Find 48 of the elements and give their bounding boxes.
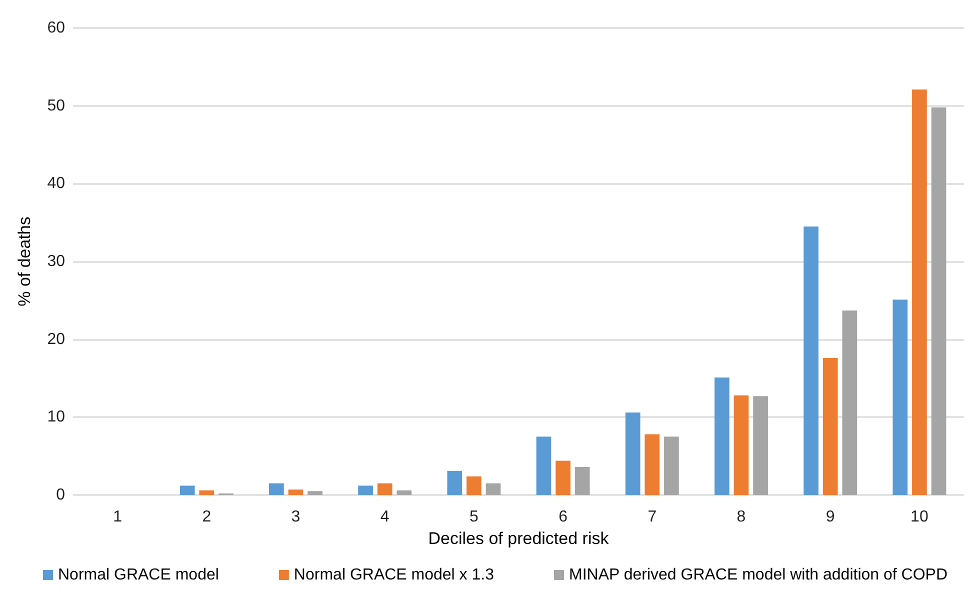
bar	[288, 490, 304, 495]
bar	[574, 466, 590, 495]
x-tick-label: 10	[910, 508, 928, 526]
bar	[308, 491, 322, 495]
bar	[466, 476, 482, 495]
bar	[447, 470, 462, 495]
bar	[625, 412, 640, 495]
bar	[377, 483, 392, 495]
x-tick-label: 4	[380, 508, 390, 526]
x-tick-label: 5	[469, 508, 478, 526]
legend-label: Normal GRACE model	[58, 566, 219, 584]
y-tick-label: 60	[47, 20, 66, 36]
bar	[269, 483, 284, 495]
x-tick-label: 9	[826, 508, 835, 526]
bar	[644, 434, 660, 495]
y-tick-label: 40	[47, 175, 66, 192]
bar	[486, 483, 501, 495]
bar	[912, 89, 927, 495]
bar	[556, 460, 570, 495]
bar	[892, 300, 908, 495]
bar	[734, 395, 749, 495]
x-tick-label: 8	[736, 508, 746, 526]
bar	[753, 396, 768, 495]
x-tick-label: 1	[113, 508, 122, 526]
y-axis-title: % of deaths	[15, 216, 34, 306]
bar	[536, 436, 552, 495]
bar	[714, 377, 730, 495]
bar	[822, 358, 838, 495]
bar	[842, 310, 858, 495]
y-tick-label: 50	[47, 97, 66, 114]
bar	[931, 107, 946, 495]
bar	[180, 486, 195, 495]
x-tick-label: 6	[558, 508, 568, 526]
x-axis-title: Deciles of predicted risk	[428, 528, 610, 548]
y-tick-label: 30	[47, 253, 66, 270]
y-tick-label: 10	[47, 408, 66, 426]
bar	[358, 486, 373, 495]
bar	[199, 490, 214, 495]
y-tick-label: 20	[47, 330, 66, 348]
bar	[804, 226, 818, 495]
legend-label: Normal GRACE model x 1.3	[294, 566, 494, 584]
bar	[664, 436, 679, 495]
y-tick-label: 0	[56, 486, 66, 504]
bar	[396, 490, 412, 495]
legend-label: MINAP derived GRACE model with addition of COPD	[568, 566, 948, 584]
x-tick-label: 7	[648, 508, 657, 526]
x-tick-label: 2	[202, 508, 212, 526]
x-tick-label: 3	[291, 508, 300, 526]
